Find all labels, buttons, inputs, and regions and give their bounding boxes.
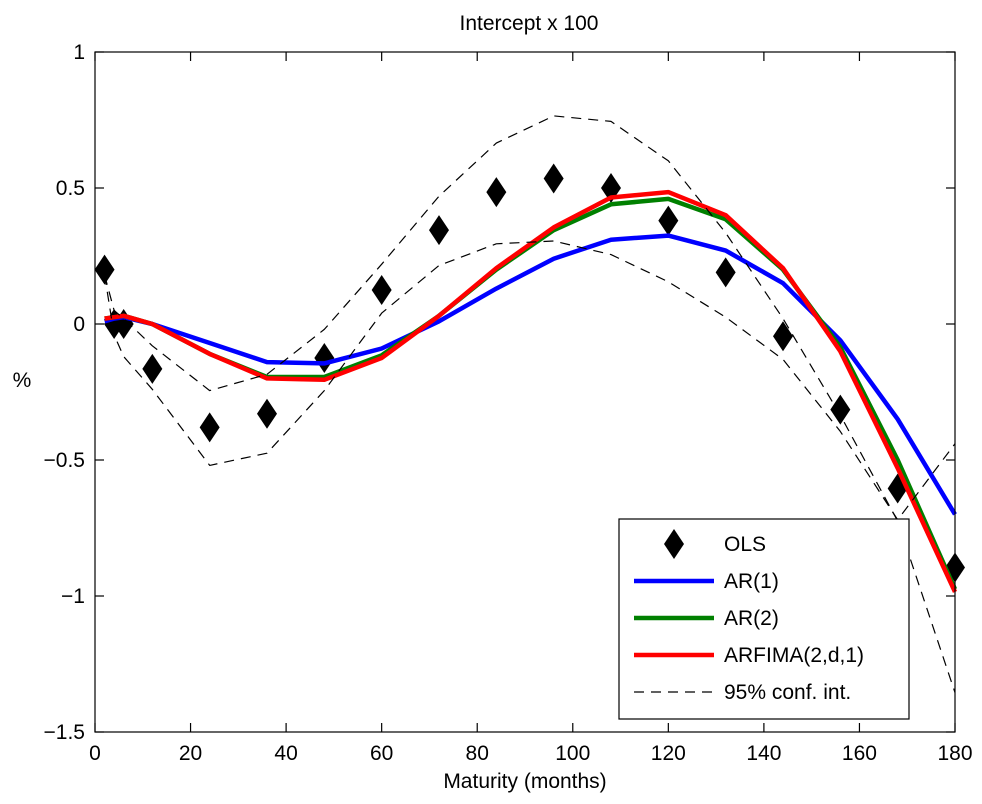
y-axis-label: % xyxy=(13,369,32,392)
ols-point xyxy=(773,321,793,352)
ols-point xyxy=(371,275,392,305)
x-tick-label: 160 xyxy=(842,742,877,765)
plot-area xyxy=(94,115,965,693)
ols-point xyxy=(715,257,736,288)
legend-label: ARFIMA(2,d,1) xyxy=(724,644,864,667)
95-conf-int-line xyxy=(104,115,956,693)
legend-label: AR(2) xyxy=(724,607,779,630)
ols-point xyxy=(543,163,564,194)
arfima-2-d-1-line xyxy=(104,189,958,593)
x-tick-label: 180 xyxy=(937,742,972,765)
ar-1-line xyxy=(103,233,957,516)
chart-title: Intercept x 100 xyxy=(460,12,599,35)
x-tick-label: 120 xyxy=(651,742,686,765)
ols-point xyxy=(658,205,679,236)
ols-point xyxy=(830,394,851,425)
95-conf-int-lower-line xyxy=(104,240,956,521)
y-tick-label: 0.5 xyxy=(56,177,85,200)
legend: OLS AR(1) AR(2) ARFIMA(2,d,1) 95% conf. int. xyxy=(618,518,910,720)
legend-label: OLS xyxy=(724,533,766,556)
x-tick-label: 60 xyxy=(370,742,393,765)
y-tick-label: 1 xyxy=(73,41,85,64)
y-tick-label: 0 xyxy=(73,313,85,336)
legend-label: AR(1) xyxy=(724,570,779,593)
x-tick-label: 40 xyxy=(274,742,297,765)
ols-point xyxy=(199,412,220,443)
y-tick-label: −1 xyxy=(61,585,85,608)
ols-point xyxy=(257,398,277,429)
ols-point xyxy=(486,177,507,208)
ols-point xyxy=(94,254,115,285)
x-tick-label: 100 xyxy=(555,742,590,765)
plot-frame xyxy=(94,51,956,733)
axes: 0 20 40 60 80 100 120 140 160 180 1 0.5 0 −0.5 −1 −1.5 xyxy=(44,41,973,765)
x-tick-label: 20 xyxy=(179,742,202,765)
x-tick-label: 0 xyxy=(89,742,101,765)
legend-marker-ols xyxy=(664,529,684,559)
ols-point xyxy=(142,353,163,384)
y-tick-label: −1.5 xyxy=(44,721,85,744)
ols-point xyxy=(314,343,335,373)
y-tick-label: −0.5 xyxy=(44,449,85,472)
x-axis-label: Maturity (months) xyxy=(443,770,606,793)
legend-label: 95% conf. int. xyxy=(724,681,851,704)
x-tick-label: 80 xyxy=(466,742,489,765)
x-tick-label: 140 xyxy=(746,742,781,765)
ols-point xyxy=(429,215,449,246)
